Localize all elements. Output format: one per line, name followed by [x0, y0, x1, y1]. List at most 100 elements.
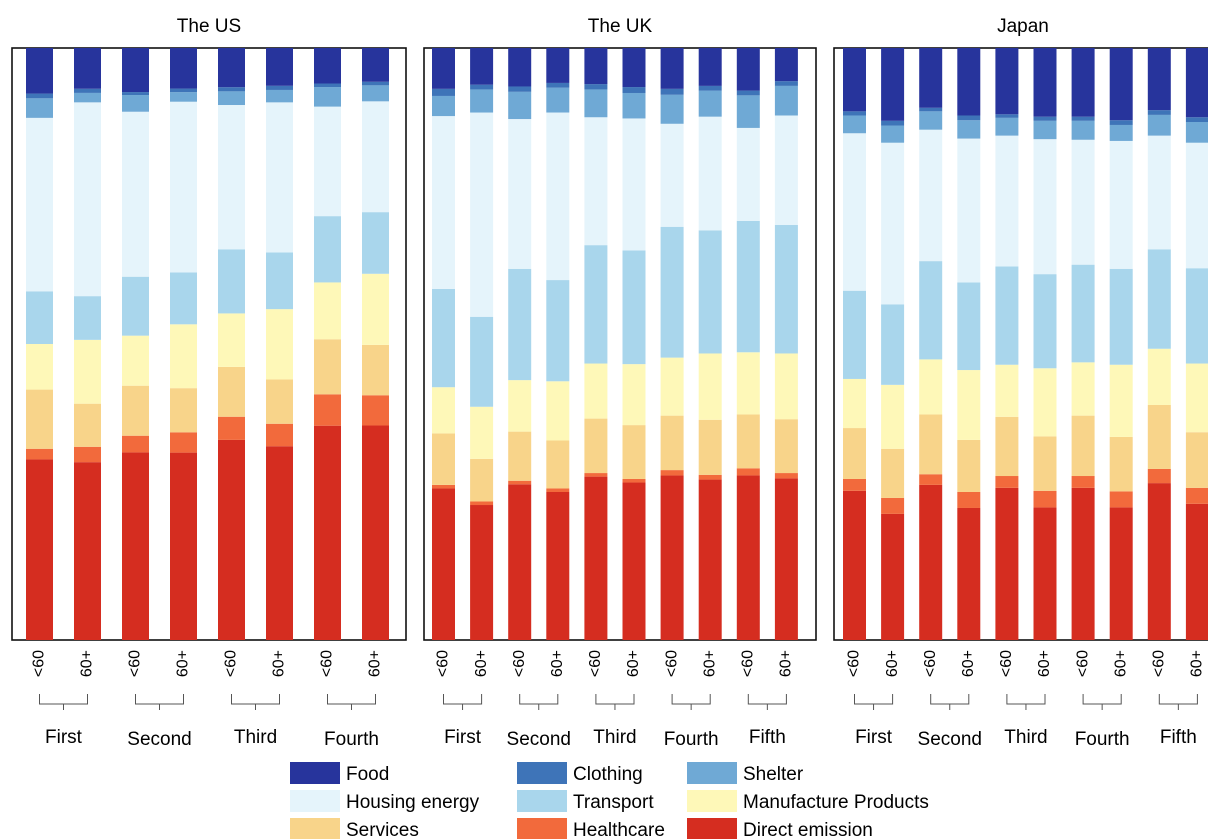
group-label: Fourth: [1075, 729, 1130, 750]
bar-segment-manufacture-products: [698, 353, 722, 420]
bar-segment-healthcare: [362, 395, 389, 426]
bar-segment-clothing: [314, 83, 341, 88]
group-label: Third: [234, 727, 277, 748]
x-tick-label: <60: [998, 650, 1015, 677]
bar-segment-manufacture-products: [170, 324, 197, 389]
bar-segment-shelter: [698, 90, 722, 117]
bar-segment-healthcare: [266, 423, 293, 447]
bar-segment-direct-emission: [74, 462, 101, 640]
bar-segment-direct-emission: [170, 452, 197, 640]
bar-segment-clothing: [1185, 117, 1208, 122]
bar-segment-clothing: [26, 93, 53, 99]
bar-segment-services: [1185, 432, 1208, 488]
bar-segment-manufacture-products: [1071, 362, 1095, 416]
x-tick-label: 60+: [960, 650, 977, 677]
legend-swatch: [517, 790, 567, 812]
bar-segment-manufacture-products: [881, 384, 905, 449]
x-tick-label: 60+: [1036, 650, 1053, 677]
bar-segment-transport: [957, 282, 981, 371]
x-tick-label: <60: [319, 650, 336, 677]
bar-segment-food: [266, 48, 293, 86]
x-tick-label: 60+: [625, 650, 642, 677]
bar-segment-food: [314, 48, 341, 84]
bar-segment-direct-emission: [362, 425, 389, 640]
bar-segment-services: [508, 431, 532, 481]
group-bracket: [671, 694, 711, 710]
bar-segment-manufacture-products: [1033, 368, 1057, 437]
bar-segment-food: [584, 48, 608, 85]
bar-segment-clothing: [1033, 116, 1057, 121]
bar-segment-transport: [881, 304, 905, 385]
bar-segment-services: [957, 439, 981, 492]
bar-segment-services: [432, 433, 455, 485]
bar-segment-healthcare: [584, 473, 608, 477]
legend: Food Clothing Shelter Housing energy Transpo…: [290, 762, 929, 839]
bar-segment-housing-energy: [170, 101, 197, 273]
bar-segment-transport: [1109, 268, 1133, 365]
bar-segment-transport: [698, 230, 722, 354]
legend-item-shelter: Shelter: [687, 762, 804, 785]
bar-segment-transport: [1033, 274, 1057, 369]
bar-segment-transport: [26, 291, 53, 344]
bar-segment-food: [843, 48, 866, 112]
bar-segment-housing-energy: [314, 106, 341, 217]
group-label: First: [45, 727, 83, 748]
group-bracket: [747, 694, 787, 710]
bar-segment-shelter: [218, 91, 245, 106]
bar-segment-healthcare: [170, 432, 197, 453]
group-bracket: [1006, 694, 1046, 710]
bar-segment-food: [957, 48, 981, 116]
x-tick-label: 60+: [175, 650, 192, 677]
bar-segment-direct-emission: [584, 476, 608, 640]
plot-frame: [11, 47, 407, 641]
x-tick-label: <60: [1074, 650, 1091, 677]
bar-segment-services: [1147, 404, 1171, 469]
bar-segment-services: [218, 366, 245, 417]
bar-segment-services: [74, 403, 101, 447]
bar-segment-shelter: [170, 92, 197, 102]
panel-title: The UK: [588, 16, 653, 37]
bar-segment-transport: [218, 249, 245, 314]
x-tick-label: 60+: [1189, 650, 1206, 677]
bar-segment-clothing: [622, 87, 646, 93]
legend-label: Transport: [573, 792, 654, 813]
x-tick-label: <60: [846, 650, 863, 677]
bar-segment-manufacture-products: [218, 313, 245, 367]
legend-item-direct-emission: Direct emission: [687, 818, 873, 839]
bar-segment-manufacture-products: [470, 406, 494, 459]
bar-segment-clothing: [843, 111, 866, 116]
bar-segment-direct-emission: [957, 507, 981, 640]
bar-segment-housing-energy: [881, 142, 905, 305]
bar-segment-transport: [122, 276, 149, 336]
bar-segment-healthcare: [622, 478, 646, 483]
bar-segment-clothing: [1109, 120, 1133, 125]
bar-segment-clothing: [74, 88, 101, 93]
bar-segment-direct-emission: [774, 478, 798, 640]
legend-label: Healthcare: [573, 820, 665, 839]
panel-title: The US: [177, 16, 241, 37]
bar-segment-transport: [508, 268, 532, 381]
bar-segment-housing-energy: [919, 129, 943, 262]
bar-segment-transport: [584, 245, 608, 364]
bar-segment-direct-emission: [470, 505, 494, 640]
bar-segment-food: [698, 48, 722, 86]
bar-segment-transport: [1071, 264, 1095, 363]
bar-segment-manufacture-products: [660, 357, 684, 416]
bar-segment-healthcare: [26, 448, 53, 460]
panel-title: Japan: [997, 16, 1049, 37]
bar-segment-housing-energy: [74, 102, 101, 297]
bar-segment-direct-emission: [660, 475, 684, 640]
bar-segment-transport: [622, 250, 646, 365]
group-bracket: [39, 694, 88, 710]
x-tick-label: <60: [511, 650, 528, 677]
bar-segment-transport: [995, 266, 1019, 365]
bar-segment-direct-emission: [508, 484, 532, 640]
group-label: Third: [593, 727, 636, 748]
bar-segment-housing-energy: [1033, 139, 1057, 275]
bar-segment-direct-emission: [1109, 507, 1133, 640]
group-bracket: [231, 694, 280, 710]
bar-segment-shelter: [1033, 120, 1057, 140]
bar-segment-food: [919, 48, 943, 108]
legend-label: Manufacture Products: [743, 792, 929, 813]
group-bracket: [854, 694, 894, 710]
